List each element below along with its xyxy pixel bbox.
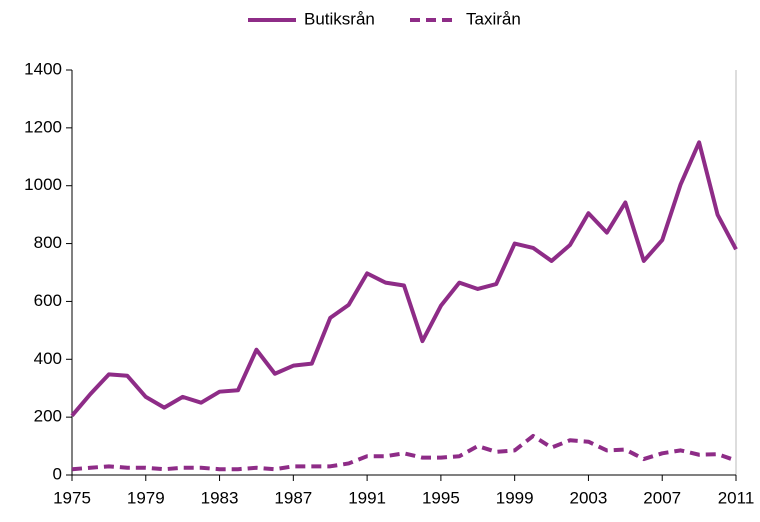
y-tick-label: 1400: [24, 59, 62, 78]
series-line: [70, 140, 738, 417]
y-tick-label: 800: [34, 233, 62, 252]
y-tick-label: 200: [34, 407, 62, 426]
x-tick-label: 2007: [643, 488, 681, 507]
x-tick-label: 1995: [422, 488, 460, 507]
y-tick-label: 1000: [24, 175, 62, 194]
x-tick-label: 2011: [718, 488, 755, 507]
y-tick-label: 1200: [24, 117, 62, 136]
y-tick-label: 600: [34, 291, 62, 310]
series-line: [71, 433, 737, 472]
x-tick-label: 1983: [201, 488, 239, 507]
x-tick-label: 1987: [274, 488, 312, 507]
x-tick-label: 1999: [496, 488, 534, 507]
y-tick-label: 0: [53, 464, 62, 483]
x-tick-label: 1975: [53, 488, 91, 507]
x-tick-label: 2003: [570, 488, 608, 507]
legend-label: Butiksrån: [304, 9, 375, 28]
legend-label: Taxirån: [466, 9, 521, 28]
x-tick-label: 1979: [127, 488, 165, 507]
y-tick-label: 400: [34, 349, 62, 368]
x-tick-label: 1991: [348, 488, 386, 507]
